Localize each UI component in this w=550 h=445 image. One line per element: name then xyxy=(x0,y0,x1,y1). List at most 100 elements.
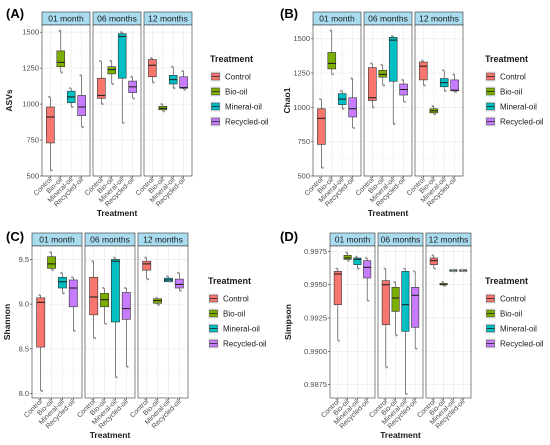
sample-point xyxy=(357,267,360,270)
sample-point xyxy=(81,126,84,129)
facet-strip-label: 06 months xyxy=(97,14,137,24)
legend-item-mineral-oil: Mineral-oil xyxy=(500,325,537,334)
sample-point xyxy=(319,98,322,101)
facet-strip-label: 01 month xyxy=(335,235,371,245)
box-mineral-oil xyxy=(117,31,127,124)
box-control xyxy=(368,62,377,109)
x-axis-title: Treatment xyxy=(90,430,131,440)
facet-strip-label: 12 months xyxy=(429,235,469,245)
box-body xyxy=(450,79,459,92)
y-tick-label: 8.5 xyxy=(19,344,29,353)
legend-item-bio-oil: Bio-oil xyxy=(225,88,247,97)
box-mineral-oil xyxy=(439,69,449,92)
box-body xyxy=(343,255,352,260)
box-recycled-oil xyxy=(68,276,78,333)
y-tick-label: 1000 xyxy=(22,100,39,109)
y-tick-label: 0.9875 xyxy=(304,380,327,389)
legend: Treatment Control Bio-oil Mineral-oil Recycl… xyxy=(485,54,544,127)
box-control xyxy=(148,56,157,84)
chart-panel-d: (D) Simpson 0.9875 0.9900 0.9925 0.9950 0.9975… xyxy=(280,229,544,440)
sample-point xyxy=(403,267,406,270)
box-body xyxy=(77,95,86,116)
legend-item-recycled-oil: Recycled-oil xyxy=(500,118,544,127)
box-recycled-oil xyxy=(128,75,137,100)
box-recycled-oil xyxy=(348,77,357,130)
y-tick-label: 1000 xyxy=(293,103,310,112)
sample-point xyxy=(119,31,123,34)
y-tick-label: 750 xyxy=(26,136,39,145)
box-control xyxy=(317,98,326,169)
sample-point xyxy=(150,56,153,60)
facet-1: 06 monthsControlBio-oilMineral-oilRecycl… xyxy=(76,232,136,430)
sample-point xyxy=(130,75,133,78)
sample-point xyxy=(60,271,63,274)
facet-border xyxy=(92,24,142,177)
box-mineral-oil xyxy=(401,267,410,396)
sample-point xyxy=(372,106,375,109)
sample-point xyxy=(393,122,396,125)
sample-point xyxy=(380,63,383,66)
box-control xyxy=(46,95,55,172)
sample-point xyxy=(431,104,434,108)
box-recycled-oil xyxy=(77,74,86,129)
box-body xyxy=(89,276,99,316)
sample-point xyxy=(38,294,41,297)
sample-point xyxy=(152,81,155,84)
y-axis-title: Simpson xyxy=(283,304,293,340)
facet-1: 06 monthsControlBio-oilMineral-oilRecycl… xyxy=(355,11,413,208)
box-body xyxy=(401,271,410,332)
facet-0: 01 monthControlBio-oilMineral-oilRecycle… xyxy=(23,232,83,430)
sample-point xyxy=(123,286,127,290)
box-control xyxy=(97,59,106,106)
facet-strip-label: 01 month xyxy=(39,235,75,245)
sample-point xyxy=(168,280,171,283)
box-mineral-oil xyxy=(111,256,120,379)
legend-item-bio-oil: Bio-oil xyxy=(500,310,522,319)
legend-title: Treatment xyxy=(485,54,528,64)
sample-point xyxy=(132,97,135,100)
sample-point xyxy=(155,296,158,299)
sample-point xyxy=(345,251,348,254)
sample-point xyxy=(463,270,466,273)
legend: Treatment Control Bio-oil Mineral-oil Recycl… xyxy=(210,54,269,127)
box-mineral-oil xyxy=(164,275,173,283)
facet-border xyxy=(377,245,424,399)
box-bio-oil xyxy=(56,29,66,74)
box-body xyxy=(148,59,157,78)
box-control xyxy=(419,59,428,87)
facet-background xyxy=(93,25,141,176)
box-bio-oil xyxy=(153,296,162,307)
box-body xyxy=(327,52,337,70)
facet-strip-label: 06 months xyxy=(381,235,421,245)
legend: Treatment Control Bio-oil Mineral-oil Recycl… xyxy=(208,276,267,349)
legend-title: Treatment xyxy=(208,276,251,286)
facet-strip-label: 01 month xyxy=(48,14,84,24)
legend-item-mineral-oil: Mineral-oil xyxy=(223,325,260,334)
legend-item-control: Control xyxy=(500,73,526,82)
sample-point xyxy=(146,277,150,281)
box-control xyxy=(89,260,99,340)
box-body xyxy=(68,279,78,308)
y-tick-label: 8.0 xyxy=(19,389,29,398)
facet-strip-label: 12 months xyxy=(148,14,188,24)
sample-point xyxy=(70,276,74,279)
facet-background xyxy=(426,246,471,398)
sample-point xyxy=(393,280,396,284)
box-recycled-oil xyxy=(411,270,420,350)
box-body xyxy=(111,259,120,323)
facet-border xyxy=(312,24,362,177)
sample-point xyxy=(403,100,406,103)
box-mineral-oil xyxy=(388,34,398,125)
y-tick-label: 9.5 xyxy=(19,255,29,264)
box-recycled-oil xyxy=(450,73,459,94)
sample-point xyxy=(50,169,53,172)
box-mineral-oil xyxy=(168,65,178,90)
y-tick-label: 0.9900 xyxy=(304,347,327,356)
y-tick-label: 1250 xyxy=(293,69,310,78)
sample-point xyxy=(444,89,447,92)
sample-point xyxy=(454,91,457,94)
box-body xyxy=(353,257,362,265)
legend: Treatment Control Bio-oil Mineral-oil Recycl… xyxy=(485,276,544,349)
